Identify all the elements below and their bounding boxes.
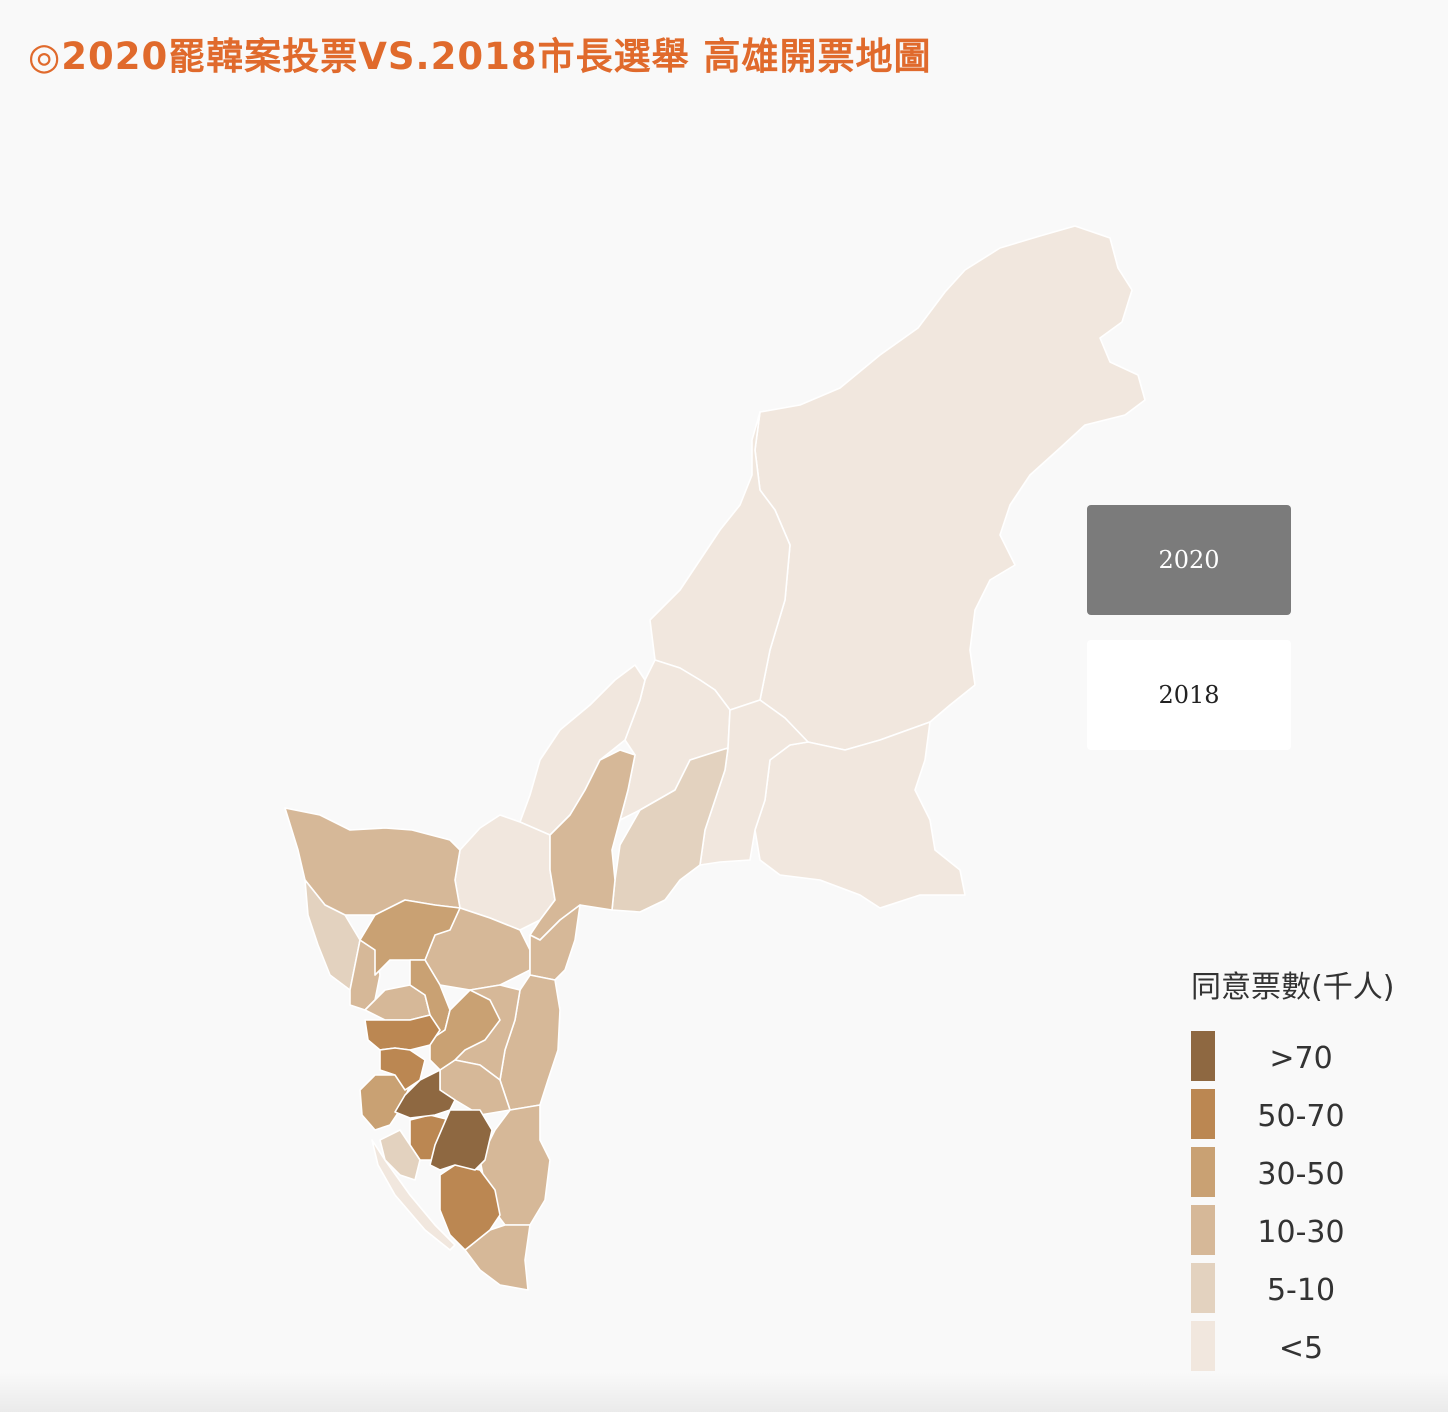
district-qishan[interactable] <box>611 747 729 913</box>
district-fengshan[interactable] <box>429 1109 493 1171</box>
district-qiaotou[interactable] <box>429 989 501 1071</box>
legend-title: 同意票數(千人) <box>1191 970 1395 1005</box>
legend-item: 10-30 <box>1191 1205 1411 1255</box>
legend-swatch <box>1191 1031 1215 1081</box>
legend-swatch <box>1191 1321 1215 1371</box>
legend-swatch <box>1191 1089 1215 1139</box>
legend-label: 50-70 <box>1257 1099 1345 1134</box>
district-sanmin[interactable] <box>394 1069 456 1119</box>
bottom-shadow <box>0 1372 1448 1412</box>
legend-label: <5 <box>1278 1331 1324 1366</box>
year-toggle-2018[interactable]: 2018 <box>1087 640 1291 750</box>
legend-item: 5-10 <box>1191 1263 1411 1313</box>
legend-swatch <box>1191 1147 1215 1197</box>
legend-item: <5 <box>1191 1321 1411 1371</box>
page-title: ◎2020罷韓案投票VS.2018市長選舉 高雄開票地圖 <box>28 35 932 78</box>
district-linyuan[interactable] <box>464 1224 531 1291</box>
legend-label: 30-50 <box>1257 1157 1345 1192</box>
legend-swatch <box>1191 1263 1215 1313</box>
year-toggle-2020[interactable]: 2020 <box>1087 505 1291 615</box>
legend-label: 5-10 <box>1266 1273 1336 1308</box>
district-zuoying[interactable] <box>364 1014 441 1051</box>
district-cijin[interactable] <box>371 1139 456 1251</box>
legend-item: 30-50 <box>1191 1147 1411 1197</box>
legend-label: 10-30 <box>1257 1215 1345 1250</box>
legend-swatch <box>1191 1205 1215 1255</box>
legend-item: >70 <box>1191 1031 1411 1081</box>
legend-label: >70 <box>1269 1041 1333 1076</box>
legend-item: 50-70 <box>1191 1089 1411 1139</box>
district-south-east[interactable] <box>754 721 966 909</box>
